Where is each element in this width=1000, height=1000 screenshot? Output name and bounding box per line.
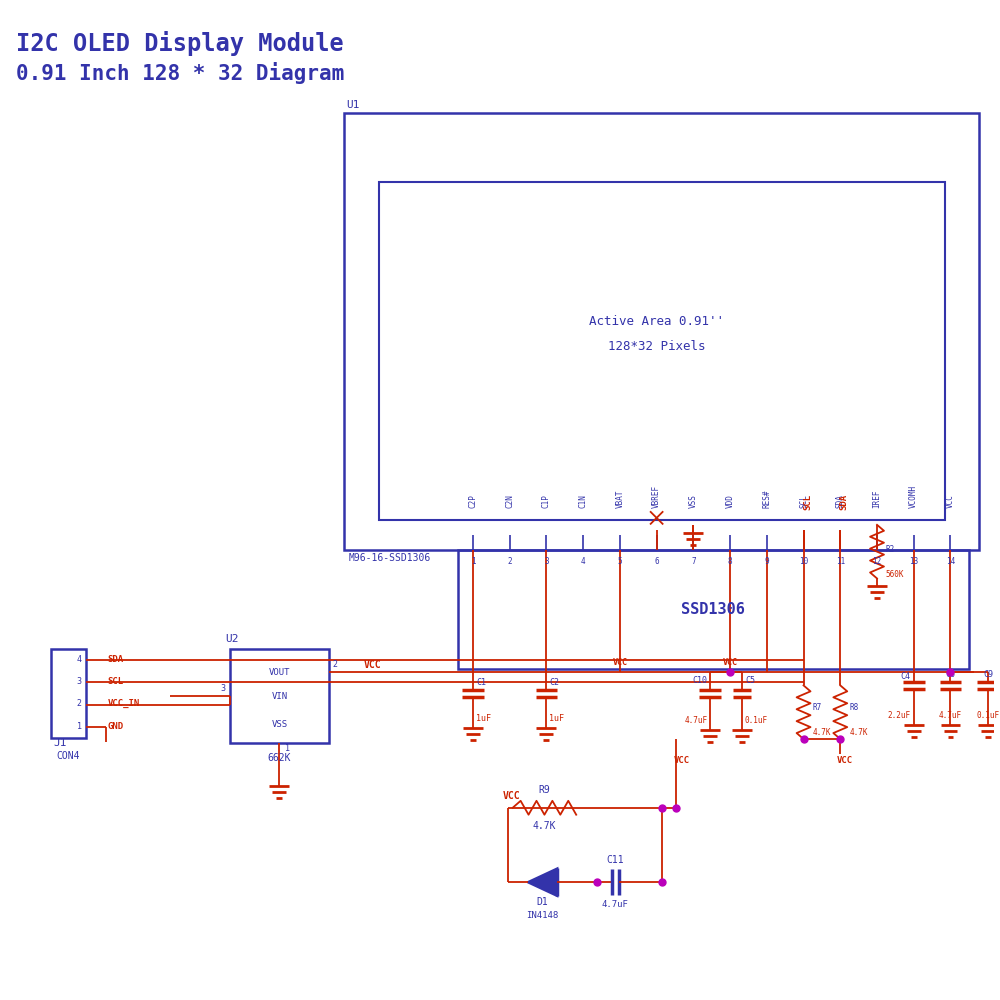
Text: 1uF: 1uF	[476, 714, 491, 723]
Text: C2P: C2P	[468, 494, 477, 508]
Text: 1: 1	[471, 557, 475, 566]
Text: C4: C4	[901, 672, 911, 681]
Text: 2: 2	[507, 557, 512, 566]
Text: 4.7K: 4.7K	[533, 821, 556, 831]
Text: C1N: C1N	[579, 494, 588, 508]
Text: 1: 1	[285, 744, 290, 753]
Text: VSS: VSS	[271, 720, 287, 729]
Text: 13: 13	[909, 557, 918, 566]
Text: 11: 11	[836, 557, 845, 566]
Text: 2: 2	[77, 699, 82, 708]
Text: 560K: 560K	[886, 570, 904, 579]
Text: C6: C6	[945, 670, 955, 679]
Text: VCC: VCC	[673, 756, 690, 765]
Text: 4: 4	[77, 655, 82, 664]
Text: C1P: C1P	[542, 494, 551, 508]
Text: 0.1uF: 0.1uF	[745, 716, 768, 725]
Text: 662K: 662K	[268, 753, 291, 763]
Text: 4.7uF: 4.7uF	[939, 711, 962, 720]
Text: I2C OLED Display Module: I2C OLED Display Module	[16, 31, 344, 56]
Text: 3: 3	[544, 557, 549, 566]
Text: R9: R9	[539, 785, 550, 795]
Text: SDA: SDA	[840, 494, 849, 510]
Bar	[379, 182, 945, 520]
Text: C5: C5	[745, 676, 755, 685]
Bar	[458, 550, 969, 669]
Text: C1: C1	[476, 678, 486, 687]
Text: R2: R2	[886, 545, 895, 554]
Text: U1: U1	[346, 100, 359, 110]
Text: 7: 7	[691, 557, 696, 566]
Text: C9: C9	[983, 670, 993, 679]
Text: 0.91 Inch 128 * 32 Diagram: 0.91 Inch 128 * 32 Diagram	[16, 62, 345, 84]
Text: VCC: VCC	[612, 658, 627, 667]
Text: D1: D1	[537, 897, 548, 907]
Text: SCL: SCL	[799, 494, 808, 508]
Text: VBAT: VBAT	[615, 489, 624, 508]
Bar	[230, 649, 329, 743]
Text: 4.7K: 4.7K	[849, 728, 868, 737]
Text: VDD: VDD	[726, 494, 735, 508]
Text: SCL: SCL	[108, 677, 124, 686]
Text: C2: C2	[549, 678, 559, 687]
Text: IN4148: IN4148	[526, 911, 559, 920]
Text: VCC: VCC	[503, 791, 520, 801]
Text: GND: GND	[108, 722, 124, 731]
Text: 128*32 Pixels: 128*32 Pixels	[608, 340, 705, 353]
Text: VOUT: VOUT	[269, 668, 290, 677]
Text: VCC: VCC	[364, 660, 381, 670]
Text: VCC: VCC	[946, 494, 955, 508]
Text: 12: 12	[872, 557, 882, 566]
Text: CON4: CON4	[56, 751, 80, 761]
Text: VCOMH: VCOMH	[909, 485, 918, 508]
Text: 3: 3	[77, 677, 82, 686]
Text: 4: 4	[581, 557, 585, 566]
Text: 0.1uF: 0.1uF	[977, 711, 1000, 720]
Text: SDA: SDA	[836, 494, 845, 508]
Text: VBREF: VBREF	[652, 485, 661, 508]
Text: 4.7uF: 4.7uF	[684, 716, 707, 725]
Text: 1uF: 1uF	[549, 714, 564, 723]
Text: VIN: VIN	[271, 692, 287, 701]
Text: R8: R8	[849, 703, 858, 712]
Text: SSD1306: SSD1306	[681, 602, 745, 617]
Text: 10: 10	[799, 557, 808, 566]
Text: 4.7uF: 4.7uF	[601, 900, 628, 909]
Text: VCC: VCC	[723, 658, 738, 667]
Polygon shape	[528, 868, 557, 896]
Text: 2.2uF: 2.2uF	[888, 711, 911, 720]
Text: SCL: SCL	[803, 494, 812, 510]
Text: 4.7K: 4.7K	[812, 728, 831, 737]
Text: 3: 3	[221, 684, 226, 693]
Text: 1: 1	[77, 722, 82, 731]
Bar	[344, 113, 979, 550]
Text: J1: J1	[53, 738, 67, 748]
Bar	[51, 649, 86, 738]
Text: C10: C10	[692, 676, 707, 685]
Text: M96-16-SSD1306: M96-16-SSD1306	[349, 553, 431, 563]
Text: R7: R7	[812, 703, 822, 712]
Text: VSS: VSS	[689, 494, 698, 508]
Text: VCC_IN: VCC_IN	[108, 699, 140, 708]
Text: 2: 2	[332, 660, 337, 669]
Text: Active Area 0.91'': Active Area 0.91''	[589, 315, 724, 328]
Text: 5: 5	[618, 557, 622, 566]
Text: U2: U2	[225, 634, 238, 644]
Text: VCC: VCC	[837, 756, 853, 765]
Text: RES#: RES#	[762, 489, 771, 508]
Text: IREF: IREF	[873, 489, 882, 508]
Text: 8: 8	[728, 557, 732, 566]
Text: 6: 6	[654, 557, 659, 566]
Text: C2N: C2N	[505, 494, 514, 508]
Text: SDA: SDA	[108, 655, 124, 664]
Text: 14: 14	[946, 557, 955, 566]
Text: C11: C11	[606, 855, 624, 865]
Text: 9: 9	[765, 557, 769, 566]
